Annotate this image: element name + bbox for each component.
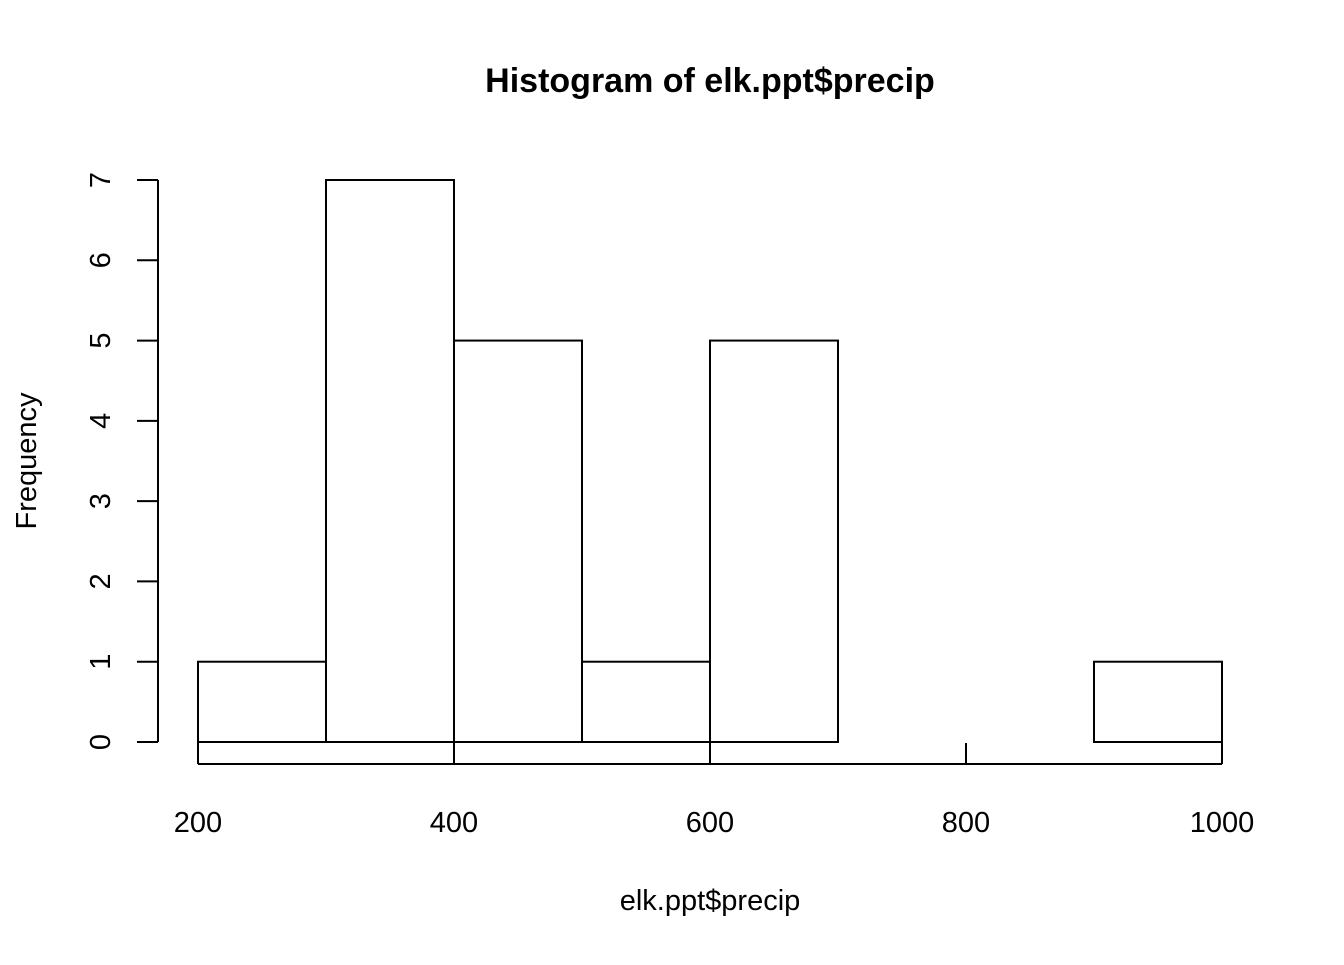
y-axis-label: Frequency — [11, 392, 43, 530]
y-tick-label-2: 2 — [85, 573, 117, 589]
histogram-bar-0 — [197, 660, 327, 744]
x-tick-label-4: 1000 — [1190, 807, 1255, 839]
x-tick-label-1: 400 — [430, 807, 478, 839]
histogram-bar-3 — [581, 660, 711, 744]
x-tick-label-2: 600 — [686, 807, 734, 839]
x-tick-label-3: 800 — [942, 807, 990, 839]
x-tick-label-0: 200 — [174, 807, 222, 839]
x-axis: 200 400 600 800 1000 — [174, 743, 1254, 839]
histogram-bar-1 — [325, 179, 455, 743]
y-tick-label-3: 3 — [85, 493, 117, 509]
y-tick-label-1: 1 — [85, 654, 117, 670]
histogram-bar-2 — [453, 339, 583, 743]
y-tick-label-4: 4 — [85, 413, 117, 429]
x-axis-label: elk.ppt$precip — [620, 885, 801, 917]
y-tick-label-5: 5 — [85, 333, 117, 349]
chart-title: Histogram of elk.ppt$precip — [485, 62, 935, 100]
histogram-bar-7 — [1093, 660, 1223, 744]
histogram-bar-4 — [709, 339, 839, 743]
y-tick-label-0: 0 — [85, 734, 117, 750]
y-tick-label-6: 6 — [85, 252, 117, 268]
y-axis: 0 1 2 3 4 5 6 7 — [85, 172, 159, 750]
y-tick-label-7: 7 — [85, 172, 117, 188]
bars-group — [197, 179, 1223, 744]
